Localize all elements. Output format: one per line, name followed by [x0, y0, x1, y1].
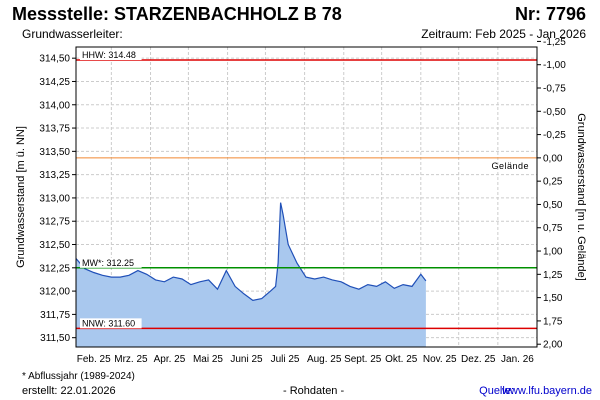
- y2-tick-label: 0,25: [543, 177, 563, 188]
- y2-tick-label: 1,50: [543, 293, 563, 304]
- y2-tick-label: 0,75: [543, 223, 563, 234]
- x-tick-label: Feb. 25: [77, 354, 111, 365]
- x-tick-label: Juni 25: [230, 354, 263, 365]
- y-tick-label: 313,25: [39, 170, 70, 181]
- series-line: [75, 202, 427, 302]
- reference-label-bg: [80, 257, 142, 268]
- y2-tick-label: -0,25: [543, 130, 566, 141]
- raw-data-label: - Rohdaten -: [283, 385, 345, 397]
- y2-tick-label: 2,00: [543, 340, 563, 351]
- series-area: [76, 202, 426, 347]
- y-tick-label: 312,75: [39, 217, 70, 228]
- x-tick-label: Mrz. 25: [114, 354, 148, 365]
- source-label: Quelle:: [479, 385, 514, 397]
- y-tick-label: 314,00: [39, 100, 70, 111]
- created-date: erstellt: 22.01.2026: [22, 385, 116, 397]
- x-tick-label: Sept. 25: [344, 354, 382, 365]
- x-tick-label: Okt. 25: [385, 354, 418, 365]
- period-label: Zeitraum: Feb 2025 - Jan 2026: [421, 27, 586, 41]
- y2-tick-label: 0,00: [543, 153, 563, 164]
- station-number: Nr: 7796: [514, 4, 586, 24]
- x-tick-label: Dez. 25: [461, 354, 496, 365]
- y-tick-label: 312,00: [39, 287, 70, 298]
- y2-tick-label: -0,50: [543, 107, 566, 118]
- y-tick-label: 311,50: [40, 333, 70, 344]
- y2-tick-label: -0,75: [543, 83, 566, 94]
- y-tick-label: 313,00: [39, 193, 70, 204]
- y-tick-label: 313,50: [39, 147, 70, 158]
- y-axis-title: Grundwasserstand [m ü. NN]: [15, 126, 27, 268]
- page-title: Messstelle: STARZENBACHHOLZ B 78: [12, 4, 342, 24]
- y-tick-label: 312,50: [39, 240, 70, 251]
- y2-tick-label: -1,00: [543, 60, 566, 71]
- reference-label-bg: [80, 50, 142, 61]
- aquifer-label: Grundwasserleiter:: [22, 27, 123, 41]
- source-link[interactable]: www.lfu.bayern.de: [502, 385, 592, 397]
- y2-axis-title: Grundwasserstand [m u. Gelände]: [575, 113, 587, 281]
- y-tick-label: 314,50: [39, 54, 70, 65]
- y-tick-label: 313,75: [39, 124, 70, 135]
- y-tick-label: 311,75: [40, 310, 70, 321]
- x-tick-label: Jan. 26: [501, 354, 534, 365]
- reference-line-label: NNW: 311.60: [82, 318, 135, 328]
- reference-line-label: MW*: 312.25: [82, 258, 134, 268]
- y-tick-label: 312,25: [39, 263, 70, 274]
- y2-tick-label: -1,25: [543, 37, 566, 48]
- y2-tick-label: 1,00: [543, 247, 563, 258]
- plot-frame: [75, 46, 538, 348]
- reference-label-bg: [80, 318, 142, 329]
- x-tick-label: Mai 25: [193, 354, 223, 365]
- reference-line-label: HHW: 314.48: [82, 50, 136, 60]
- y-tick-label: 314,25: [39, 77, 70, 88]
- x-tick-label: Nov. 25: [423, 354, 457, 365]
- ground-level-label: Gelände: [491, 161, 529, 171]
- y2-tick-label: 1,25: [543, 270, 563, 281]
- x-tick-label: Apr. 25: [154, 354, 186, 365]
- x-tick-label: Juli 25: [271, 354, 300, 365]
- x-tick-label: Aug. 25: [307, 354, 342, 365]
- footnote: * Abflussjahr (1989-2024): [22, 371, 135, 382]
- y2-tick-label: 0,50: [543, 200, 563, 211]
- y2-tick-label: 1,75: [543, 316, 563, 327]
